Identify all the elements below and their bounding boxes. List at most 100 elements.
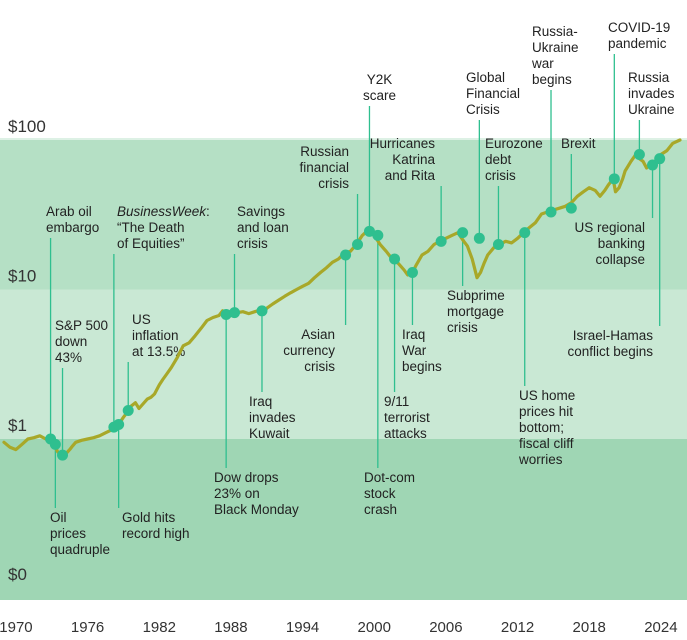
event-marker: [389, 253, 401, 265]
event-label-line: Israel-Hamas: [573, 328, 654, 343]
y-tick-label: $0: [8, 565, 27, 584]
event-marker: [372, 229, 384, 241]
event-label-line: crisis: [318, 176, 349, 191]
event-marker: [406, 266, 418, 278]
event-label-line: worries: [518, 452, 563, 467]
event-label: Gold hits record high: [122, 510, 190, 541]
event-label-line: record high: [122, 526, 190, 541]
event-label-line: US regional: [574, 220, 645, 235]
y-tick-label: $1: [8, 416, 27, 435]
event-label-line: war: [531, 56, 554, 71]
event-marker: [519, 227, 531, 239]
y-tick-label: $10: [8, 267, 36, 286]
event-label-line: financial: [299, 160, 349, 175]
event-label-line: War: [402, 343, 427, 358]
band-1-to-10: [0, 289, 687, 439]
event-label-line: Financial: [466, 86, 520, 101]
band-edge: [0, 138, 687, 140]
event-label-line: Hurricanes: [370, 136, 436, 151]
event-label-line: mortgage: [447, 304, 504, 319]
event-label-line: Iraq: [249, 394, 272, 409]
event-label: COVID-19 pandemic: [608, 20, 670, 51]
event-label-line: BusinessWeek:: [117, 204, 210, 219]
event-label: Global Financial Crisis: [466, 70, 520, 117]
event-label-line: fiscal cliff: [519, 436, 574, 451]
event-label: US home prices hit bottom; fiscal cliff worr…: [518, 388, 575, 467]
event-label-line: US: [132, 312, 151, 327]
event-label: Asian currency crisis: [283, 327, 335, 374]
event-label-line: invades: [249, 410, 296, 425]
event-label: Dow drops 23% on Black Monday: [214, 470, 299, 517]
event-label: 9/11 terrorist attacks: [384, 394, 430, 441]
event-marker: [229, 307, 241, 319]
event-marker: [633, 148, 645, 160]
event-label-line: Crisis: [466, 102, 500, 117]
event-marker: [256, 305, 268, 317]
event-label-line: Subprime: [447, 288, 505, 303]
event-label-line: Kuwait: [249, 426, 290, 441]
event-marker: [113, 419, 125, 431]
event-label-line: Ukraine: [532, 40, 579, 55]
x-tick-label: 1988: [214, 619, 247, 636]
event-label-italic: BusinessWeek: [117, 204, 207, 219]
event-label: Russia invades Ukraine: [628, 70, 675, 117]
event-marker: [457, 227, 469, 239]
event-label-line: Asian: [301, 327, 335, 342]
event-label: Israel-Hamas conflict begins: [567, 328, 653, 359]
x-tick-label: 2006: [429, 619, 462, 636]
event-label: BusinessWeek: “The Death of Equities”: [117, 204, 210, 251]
event-label-line: invades: [628, 86, 675, 101]
event-label-line: Global: [466, 70, 505, 85]
event-label-line: debt: [485, 152, 512, 167]
event-label-line: and Rita: [385, 168, 436, 183]
event-marker: [340, 249, 352, 261]
event-label-line: Iraq: [402, 327, 425, 342]
event-label: Subprime mortgage crisis: [447, 288, 505, 335]
event-label-line: crisis: [485, 168, 516, 183]
event-label-line: conflict begins: [567, 344, 653, 359]
event-label-line: 9/11: [384, 394, 409, 409]
event-label-line: prices hit: [519, 404, 573, 419]
event-label-line: 23% on: [214, 486, 260, 501]
event-label-line: US home: [519, 388, 575, 403]
band-below-1: [0, 439, 687, 600]
event-marker: [565, 202, 577, 214]
event-label: Oil prices quadruple: [50, 510, 110, 557]
event-label: Russia-Ukraine war begins: [531, 24, 579, 87]
event-marker: [57, 449, 69, 461]
event-label-line: of Equities”: [117, 236, 185, 251]
event-label: Russian financial crisis: [299, 144, 349, 191]
event-label-line: stock: [364, 486, 396, 501]
x-tick-label: 1970: [0, 619, 33, 636]
event-marker: [49, 438, 61, 450]
event-label-line: attacks: [384, 426, 427, 441]
event-label-line: COVID-19: [608, 20, 670, 35]
event-label-line: crisis: [447, 320, 478, 335]
event-label-line: pandemic: [608, 36, 667, 51]
event-label-line: S&P 500: [55, 318, 108, 333]
event-label-line: Black Monday: [214, 502, 299, 517]
x-tick-label: 2012: [501, 619, 534, 636]
event-label: Hurricanes Katrina and Rita: [370, 136, 436, 183]
y-tick-label: $100: [8, 117, 46, 136]
event-label-line: “The Death: [117, 220, 185, 235]
event-marker: [352, 238, 364, 250]
event-label: US regional banking collapse: [574, 220, 645, 267]
event-label: Dot-com stock crash: [364, 470, 415, 517]
event-label: Eurozone debt crisis: [485, 136, 543, 183]
event-label: S&P 500 down 43%: [55, 318, 108, 365]
event-label-line: currency: [283, 343, 335, 358]
event-label-line: Oil: [50, 510, 67, 525]
event-label-line: quadruple: [50, 542, 110, 557]
event-label-line: embargo: [46, 220, 99, 235]
event-marker: [647, 159, 659, 171]
event-label-line: bottom;: [519, 420, 564, 435]
event-label-line: Dow drops: [214, 470, 279, 485]
event-marker: [363, 225, 375, 237]
x-tick-label: 2024: [644, 619, 677, 636]
event-marker: [654, 153, 666, 165]
event-label-line: collapse: [595, 252, 645, 267]
event-label-line: crash: [364, 502, 397, 517]
